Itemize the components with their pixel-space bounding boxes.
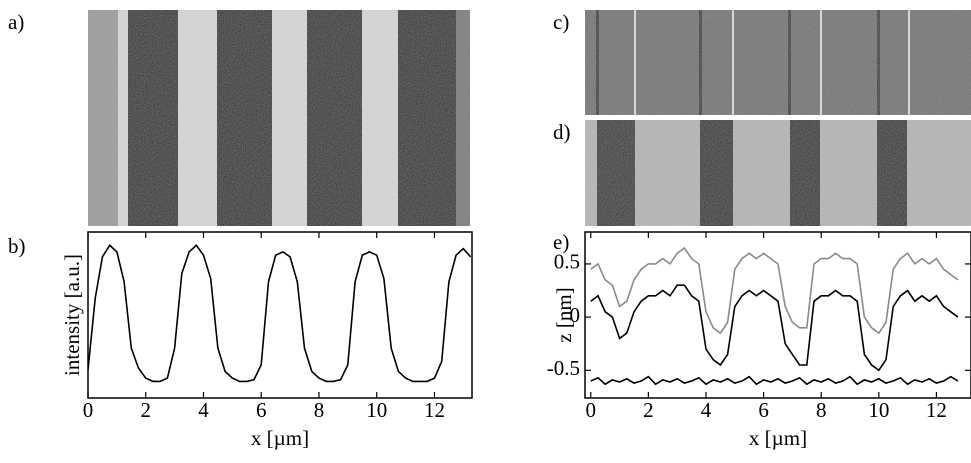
image-c <box>585 10 971 115</box>
x-axis-label: x [µm] <box>251 426 309 450</box>
image-d <box>585 120 971 226</box>
data-line <box>88 244 472 383</box>
panel-label: c) <box>553 10 569 34</box>
y-axis-label: intensity [a.u.] <box>60 254 84 376</box>
x-tick-label: 6 <box>256 398 267 422</box>
x-tick-label: 12 <box>424 398 445 422</box>
x-tick-label: 2 <box>643 398 654 422</box>
y-tick-label: 0 <box>570 303 581 327</box>
panel-label: d) <box>553 120 571 144</box>
x-tick-label: 10 <box>868 398 889 422</box>
x-tick-label: 8 <box>314 398 325 422</box>
image-a <box>88 10 470 226</box>
data-line <box>590 246 959 335</box>
data-line <box>590 284 959 372</box>
x-tick-label: 8 <box>816 398 827 422</box>
x-tick-label: 2 <box>140 398 151 422</box>
panel-label: a) <box>8 10 24 34</box>
x-tick-label: 0 <box>83 398 94 422</box>
plot-frame <box>584 231 971 399</box>
x-tick-label: 4 <box>701 398 712 422</box>
plot-area <box>590 246 959 386</box>
x-tick-label: 10 <box>366 398 387 422</box>
plot-frame <box>87 231 473 399</box>
data-line <box>590 375 959 386</box>
x-tick-label: 12 <box>926 398 947 422</box>
y-tick-label: 0.5 <box>554 250 580 274</box>
panel-label: e) <box>553 230 569 254</box>
x-tick-label: 4 <box>198 398 209 422</box>
plot-area <box>88 244 472 383</box>
x-axis-label: x [µm] <box>749 426 807 450</box>
y-axis-label: z [nm] <box>552 287 576 342</box>
y-tick-label: -0.5 <box>547 356 580 380</box>
x-tick-label: 6 <box>758 398 769 422</box>
panel-label: b) <box>8 234 26 258</box>
x-tick-label: 0 <box>586 398 597 422</box>
